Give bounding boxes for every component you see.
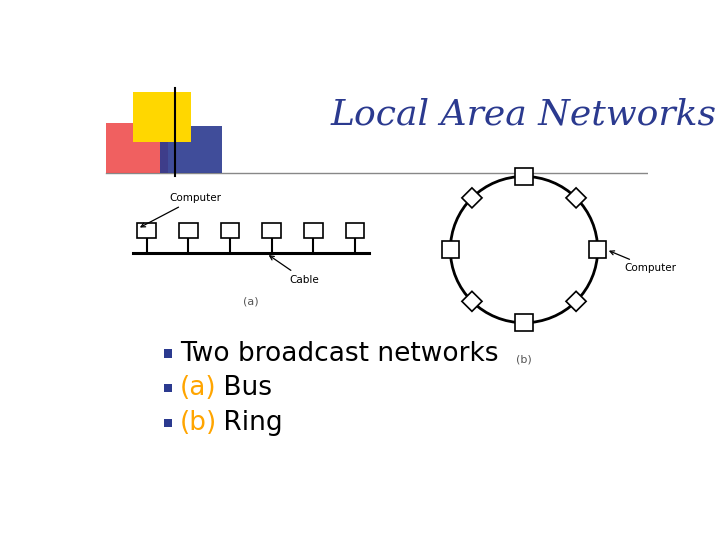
Text: Computer: Computer: [610, 251, 677, 273]
Polygon shape: [566, 188, 586, 208]
Text: (a): (a): [243, 296, 258, 306]
Bar: [304, 222, 323, 238]
Text: Bus: Bus: [215, 375, 271, 401]
Bar: [179, 222, 197, 238]
Polygon shape: [462, 188, 482, 208]
Bar: [516, 314, 533, 331]
Bar: [163, 384, 172, 393]
Bar: [442, 241, 459, 258]
Polygon shape: [462, 291, 482, 312]
Bar: [160, 126, 222, 173]
Bar: [220, 222, 239, 238]
Text: Two broadcast networks: Two broadcast networks: [180, 341, 498, 367]
Text: (a): (a): [180, 375, 217, 401]
Text: Ring: Ring: [215, 410, 282, 436]
Text: Cable: Cable: [270, 256, 319, 285]
Text: Computer: Computer: [141, 193, 222, 227]
Text: Local Area Networks: Local Area Networks: [331, 98, 717, 132]
Text: (b): (b): [180, 410, 217, 436]
Bar: [138, 222, 156, 238]
Bar: [106, 123, 168, 173]
Bar: [589, 241, 606, 258]
Bar: [516, 168, 533, 185]
Text: (b): (b): [516, 355, 532, 365]
Bar: [262, 222, 281, 238]
Bar: [132, 92, 191, 142]
Bar: [163, 418, 172, 427]
Bar: [346, 222, 364, 238]
Polygon shape: [566, 291, 586, 312]
Bar: [163, 349, 172, 358]
